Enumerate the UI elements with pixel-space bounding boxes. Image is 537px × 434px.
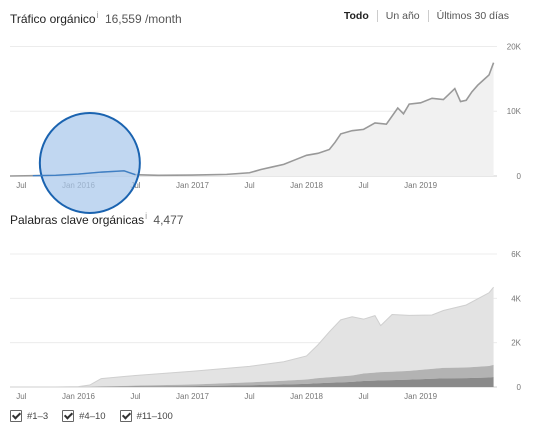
legend-label: #11–100 xyxy=(136,410,173,422)
x-tick-label: Jan 2017 xyxy=(176,392,209,401)
legend-label: #1–3 xyxy=(27,410,49,422)
x-tick-label: Jan 2019 xyxy=(404,392,437,401)
series-area-top10 xyxy=(10,364,494,387)
legend-item-top100[interactable]: #11–100 xyxy=(119,410,173,422)
traffic-title: Tráfico orgánico xyxy=(10,12,96,26)
info-icon[interactable]: i xyxy=(145,211,148,221)
x-tick-label: Jul xyxy=(358,181,368,190)
range-year-button[interactable]: Un año xyxy=(385,10,420,22)
legend-item-top10[interactable]: #4–10 xyxy=(62,410,106,422)
x-tick-label: Jul xyxy=(244,392,254,401)
series-area-top100 xyxy=(10,287,494,387)
x-tick-label: Jul xyxy=(358,392,368,401)
x-tick-label: Jan 2018 xyxy=(290,181,323,190)
traffic-header: Tráfico orgánicoi 16,559 /month xyxy=(10,10,182,26)
checkbox-icon[interactable] xyxy=(62,410,75,422)
keywords-chart: 0 2K 4K 6K Jul Jan 2016 Jul Jan 2017 Jul Jan 2018… xyxy=(10,250,522,401)
x-tick-label: Jul xyxy=(130,392,140,401)
keywords-total-line xyxy=(10,286,494,388)
y-tick-label: 6K xyxy=(511,250,521,259)
info-icon[interactable]: i xyxy=(96,10,99,20)
keywords-header: Palabras clave orgánicasi 4,477 xyxy=(10,211,183,227)
y-tick-label: 0 xyxy=(517,383,522,392)
highlight-circle xyxy=(38,112,141,214)
date-range-selector: Todo Un año Últimos 30 días xyxy=(344,10,509,22)
y-tick-label: 4K xyxy=(511,294,521,303)
x-tick-label: Jul xyxy=(244,181,254,190)
range-30days-button[interactable]: Últimos 30 días xyxy=(436,10,509,22)
x-tick-label: Jul xyxy=(16,392,26,401)
series-area-top3 xyxy=(10,377,494,387)
keywords-value: 4,477 xyxy=(153,213,184,227)
legend-label: #4–10 xyxy=(79,410,106,422)
x-tick-label: Jan 2017 xyxy=(176,181,209,190)
checkbox-icon[interactable] xyxy=(119,410,132,422)
legend-item-top3[interactable]: #1–3 xyxy=(10,410,48,422)
legend: #1–3 #4–10 #11–100 xyxy=(10,410,173,422)
range-divider xyxy=(376,10,378,22)
range-divider xyxy=(427,10,429,22)
y-tick-label: 2K xyxy=(511,339,521,348)
x-tick-label: Jan 2018 xyxy=(290,392,323,401)
y-tick-label: 10K xyxy=(507,107,522,116)
y-tick-label: 0 xyxy=(517,172,522,181)
keywords-title: Palabras clave orgánicas xyxy=(10,213,145,227)
x-tick-label: Jan 2016 xyxy=(62,392,95,401)
traffic-value: 16,559 /month xyxy=(104,12,182,26)
x-tick-label: Jan 2019 xyxy=(404,181,437,190)
range-all-button[interactable]: Todo xyxy=(343,10,369,22)
highlighted-traffic-line xyxy=(32,170,136,177)
checkbox-icon[interactable] xyxy=(10,410,22,422)
traffic-area xyxy=(10,62,494,176)
x-tick-label: Jul xyxy=(16,181,26,190)
y-tick-label: 20K xyxy=(507,42,522,51)
